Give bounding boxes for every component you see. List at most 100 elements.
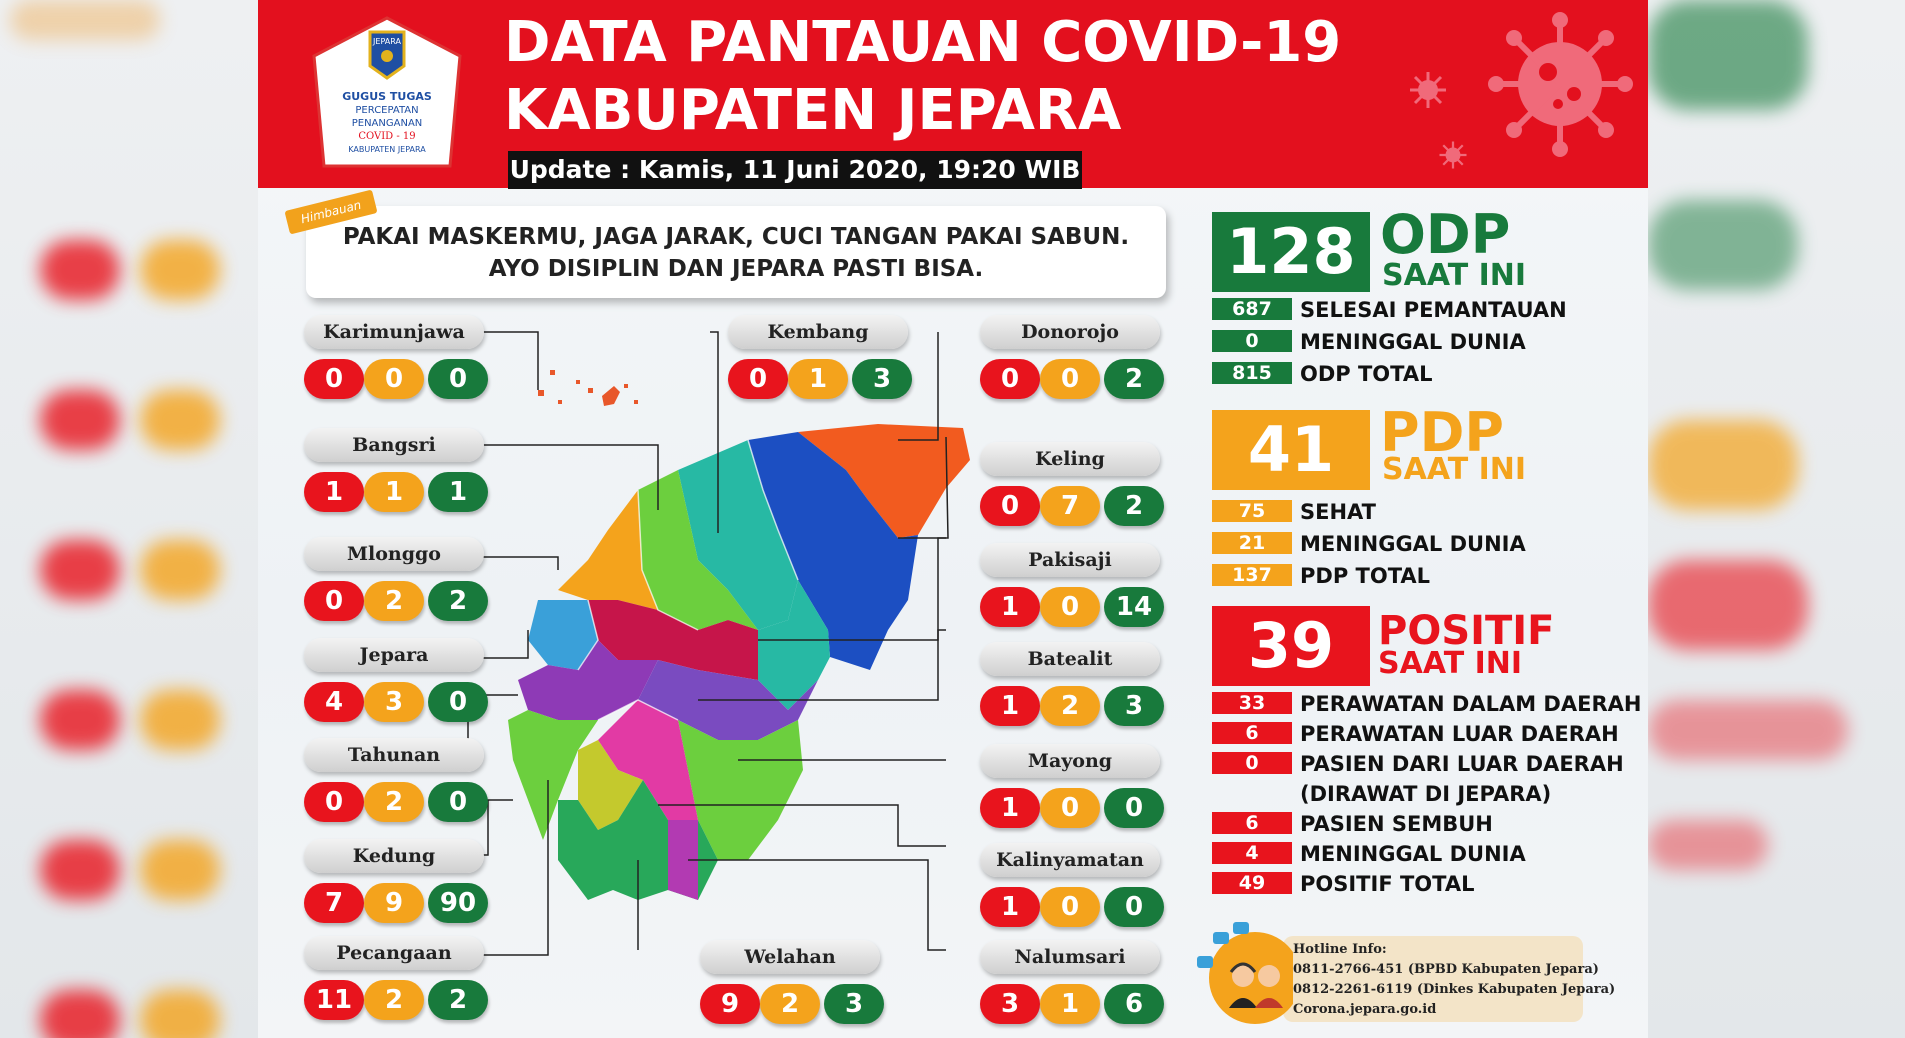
count-yellow: 2 — [364, 980, 424, 1020]
update-timestamp: Update : Kamis, 11 Juni 2020, 19:20 WIB — [508, 151, 1082, 189]
hotline-dinkes: 0812-2261-6119 (Dinkes Kabupaten Jepara) — [1293, 982, 1616, 997]
karimunjawa-islands — [538, 370, 638, 406]
positif-row: 33 PERAWATAN DALAM DAERAH — [1212, 692, 1641, 718]
district-karimunjawa: Karimunjawa 0 0 0 — [304, 315, 494, 401]
district-kembang: Kembang 0 1 3 — [728, 315, 918, 401]
row-number: 687 — [1212, 298, 1292, 320]
pdp-row: 137 PDP TOTAL — [1212, 564, 1632, 590]
district-jepara: Jepara 4 3 0 — [304, 638, 494, 724]
odp-count: 128 — [1212, 212, 1370, 292]
positif-subtitle: SAAT INI — [1378, 646, 1523, 681]
logo-top-text: JEPARA — [372, 37, 401, 46]
positif-count: 39 — [1212, 606, 1370, 686]
hotline-website: Corona.jepara.go.id — [1293, 1002, 1437, 1017]
count-red: 0 — [304, 782, 364, 822]
count-green: 0 — [428, 359, 488, 399]
logo-line-2: PERCEPATAN — [355, 105, 418, 116]
small-virus-icon-2 — [1439, 141, 1467, 169]
hotline-title: Hotline Info: — [1293, 942, 1387, 957]
count-red: 0 — [980, 359, 1040, 399]
count-yellow: 2 — [1040, 686, 1100, 726]
district-name: Jepara — [304, 638, 484, 672]
district-kalinyamatan: Kalinyamatan 1 0 0 — [980, 843, 1170, 929]
row-label: MENINGGAL DUNIA — [1300, 532, 1526, 556]
pdp-row: 21 MENINGGAL DUNIA — [1212, 532, 1632, 558]
map-donorojo — [798, 424, 970, 538]
logo-line-3: PENANGANAN — [352, 118, 423, 129]
virus-icon — [1488, 12, 1633, 157]
pdp-subtitle: SAAT INI — [1382, 452, 1527, 487]
covid-poster: JEPARA GUGUS TUGAS PERCEPATAN PENANGANAN… — [258, 0, 1648, 1038]
positif-row: 0 PASIEN DARI LUAR DAERAH — [1212, 752, 1632, 778]
count-yellow: 7 — [1040, 486, 1100, 526]
map-kalinyamatan — [598, 700, 698, 820]
count-green: 0 — [428, 782, 488, 822]
title-line-2: KABUPATEN JEPARA — [504, 78, 1122, 143]
hotline-box — [1283, 936, 1583, 1022]
count-yellow: 0 — [1040, 887, 1100, 927]
positif-row: 6 PERAWATAN LUAR DAERAH — [1212, 722, 1632, 748]
positif-title: POSITIF — [1378, 608, 1555, 654]
district-batealit: Batealit 1 2 3 — [980, 642, 1170, 728]
count-yellow: 1 — [364, 472, 424, 512]
map-tahunan — [518, 640, 658, 720]
odp-row: 687 SELESAI PEMANTAUAN — [1212, 298, 1632, 324]
count-red: 1 — [980, 686, 1040, 726]
count-red: 1 — [980, 587, 1040, 627]
pdp-count: 41 — [1212, 410, 1370, 490]
row-label: PASIEN DARI LUAR DAERAH — [1300, 752, 1624, 776]
blurred-background-right — [1648, 0, 1905, 1038]
district-name: Kembang — [728, 315, 908, 349]
row-number: 75 — [1212, 500, 1292, 522]
map-pecangaan — [578, 740, 643, 830]
count-green: 0 — [1104, 887, 1164, 927]
map-jepara — [528, 600, 598, 670]
map-kedung — [508, 710, 598, 840]
logo-line-4: COVID - 19 — [358, 131, 415, 142]
count-red: 3 — [980, 984, 1040, 1024]
call-center-icon — [1197, 922, 1293, 1024]
logo-line-5: KABUPATEN JEPARA — [348, 145, 426, 154]
positif-row: 49 POSITIF TOTAL — [1212, 872, 1632, 898]
district-name: Pecangaan — [304, 936, 484, 970]
row-number: 137 — [1212, 564, 1292, 586]
row-label: SEHAT — [1300, 500, 1376, 524]
count-red: 11 — [304, 980, 364, 1020]
count-green: 0 — [428, 682, 488, 722]
map-lake — [542, 620, 556, 632]
row-label: MENINGGAL DUNIA — [1300, 842, 1526, 866]
district-tahunan: Tahunan 0 2 0 — [304, 738, 494, 824]
row-number: 815 — [1212, 362, 1292, 384]
count-red: 1 — [304, 472, 364, 512]
count-red: 4 — [304, 682, 364, 722]
row-number: 6 — [1212, 812, 1292, 834]
district-kedung: Kedung 7 9 90 — [304, 839, 494, 925]
map-kembang — [678, 440, 798, 630]
district-name: Donorojo — [980, 315, 1160, 349]
district-name: Karimunjawa — [304, 315, 484, 349]
district-keling: Keling 0 7 2 — [980, 442, 1170, 528]
count-green: 2 — [428, 980, 488, 1020]
district-welahan: Welahan 9 2 3 — [700, 940, 890, 1026]
row-label: ODP TOTAL — [1300, 362, 1433, 386]
count-green: 3 — [1104, 686, 1164, 726]
odp-row: 0 MENINGGAL DUNIA — [1212, 330, 1632, 356]
row-number: 0 — [1212, 752, 1292, 774]
positif-row: 6 PASIEN SEMBUH — [1212, 812, 1632, 838]
district-donorojo: Donorojo 0 0 2 — [980, 315, 1170, 401]
count-yellow: 1 — [1040, 984, 1100, 1024]
count-yellow: 3 — [364, 682, 424, 722]
count-yellow: 9 — [364, 883, 424, 923]
slogan-line-1: PAKAI MASKERMU, JAGA JARAK, CUCI TANGAN … — [342, 224, 1130, 250]
odp-title: ODP — [1380, 203, 1511, 266]
row-number: 49 — [1212, 872, 1292, 894]
count-green: 14 — [1104, 587, 1164, 627]
logo-line-1: GUGUS TUGAS — [342, 90, 432, 103]
gugus-tugas-logo: JEPARA GUGUS TUGAS PERCEPATAN PENANGANAN… — [312, 16, 462, 168]
count-green: 90 — [428, 883, 488, 923]
count-red: 0 — [980, 486, 1040, 526]
count-red: 0 — [728, 359, 788, 399]
jepara-map — [448, 331, 970, 956]
count-red: 0 — [304, 581, 364, 621]
title-line-1: DATA PANTAUAN COVID-19 — [504, 10, 1342, 75]
